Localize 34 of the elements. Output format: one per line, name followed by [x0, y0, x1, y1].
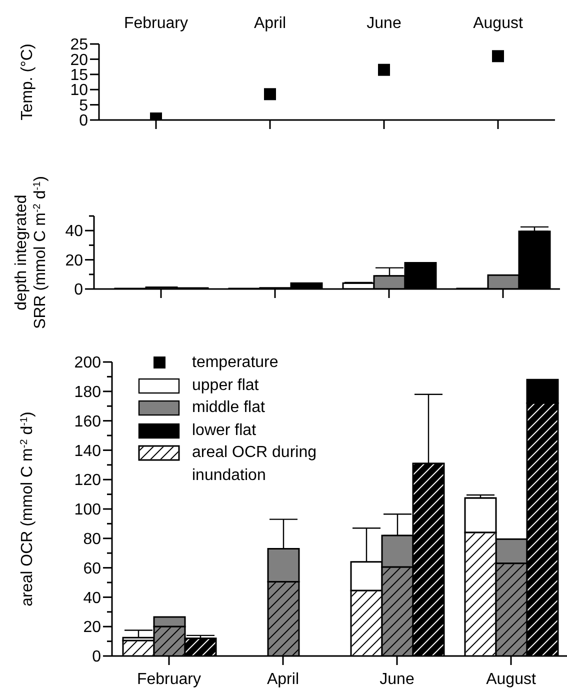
x-tick-label: June [366, 15, 402, 32]
y-tick-label: 180 [74, 384, 102, 401]
y-tick-label: 160 [74, 413, 102, 430]
x-tick-label: April [266, 671, 300, 688]
y-tick-label: 0 [74, 282, 84, 299]
y-tick-label: 20 [70, 52, 88, 69]
y-tick-label: 40 [65, 223, 84, 240]
x-tick-label: April [254, 15, 286, 32]
y-axis-title: Temp. (°C) [19, 44, 36, 120]
y-tick-label: 80 [83, 531, 102, 548]
x-tick-label: February [124, 15, 188, 32]
x-tick-label: June [380, 671, 414, 688]
y-tick-label: 140 [74, 442, 102, 460]
y-tick-label: 200 [74, 354, 102, 372]
legend-label: areal OCR during inundation [192, 443, 318, 486]
y-tick-label: 10 [70, 82, 88, 100]
y-tick-label: 0 [79, 112, 88, 130]
y-tick-label: 25 [70, 36, 88, 54]
x-tick-label: February [136, 671, 202, 688]
y-tick-label: 120 [74, 472, 102, 490]
y-tick-label: 100 [74, 502, 102, 519]
y-tick-label: 60 [83, 560, 102, 578]
legend-label: upper flat [192, 376, 259, 396]
legend-label: middle flat [192, 398, 265, 418]
x-tick-label: August [486, 671, 536, 688]
x-tick-label: August [473, 15, 524, 32]
y-tick-label: 5 [79, 97, 88, 114]
legend-label: lower flat [192, 420, 256, 440]
y-tick-label: 20 [83, 619, 102, 636]
y-tick-label: 15 [70, 67, 88, 84]
legend-label: temperature [192, 353, 278, 373]
y-tick-label: 0 [92, 648, 102, 666]
y-tick-label: 40 [83, 590, 102, 607]
y-tick-label: 20 [65, 252, 84, 270]
